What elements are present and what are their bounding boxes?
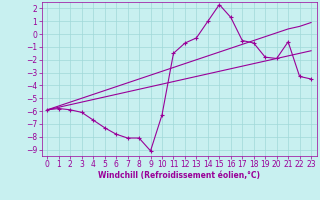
X-axis label: Windchill (Refroidissement éolien,°C): Windchill (Refroidissement éolien,°C)	[98, 171, 260, 180]
